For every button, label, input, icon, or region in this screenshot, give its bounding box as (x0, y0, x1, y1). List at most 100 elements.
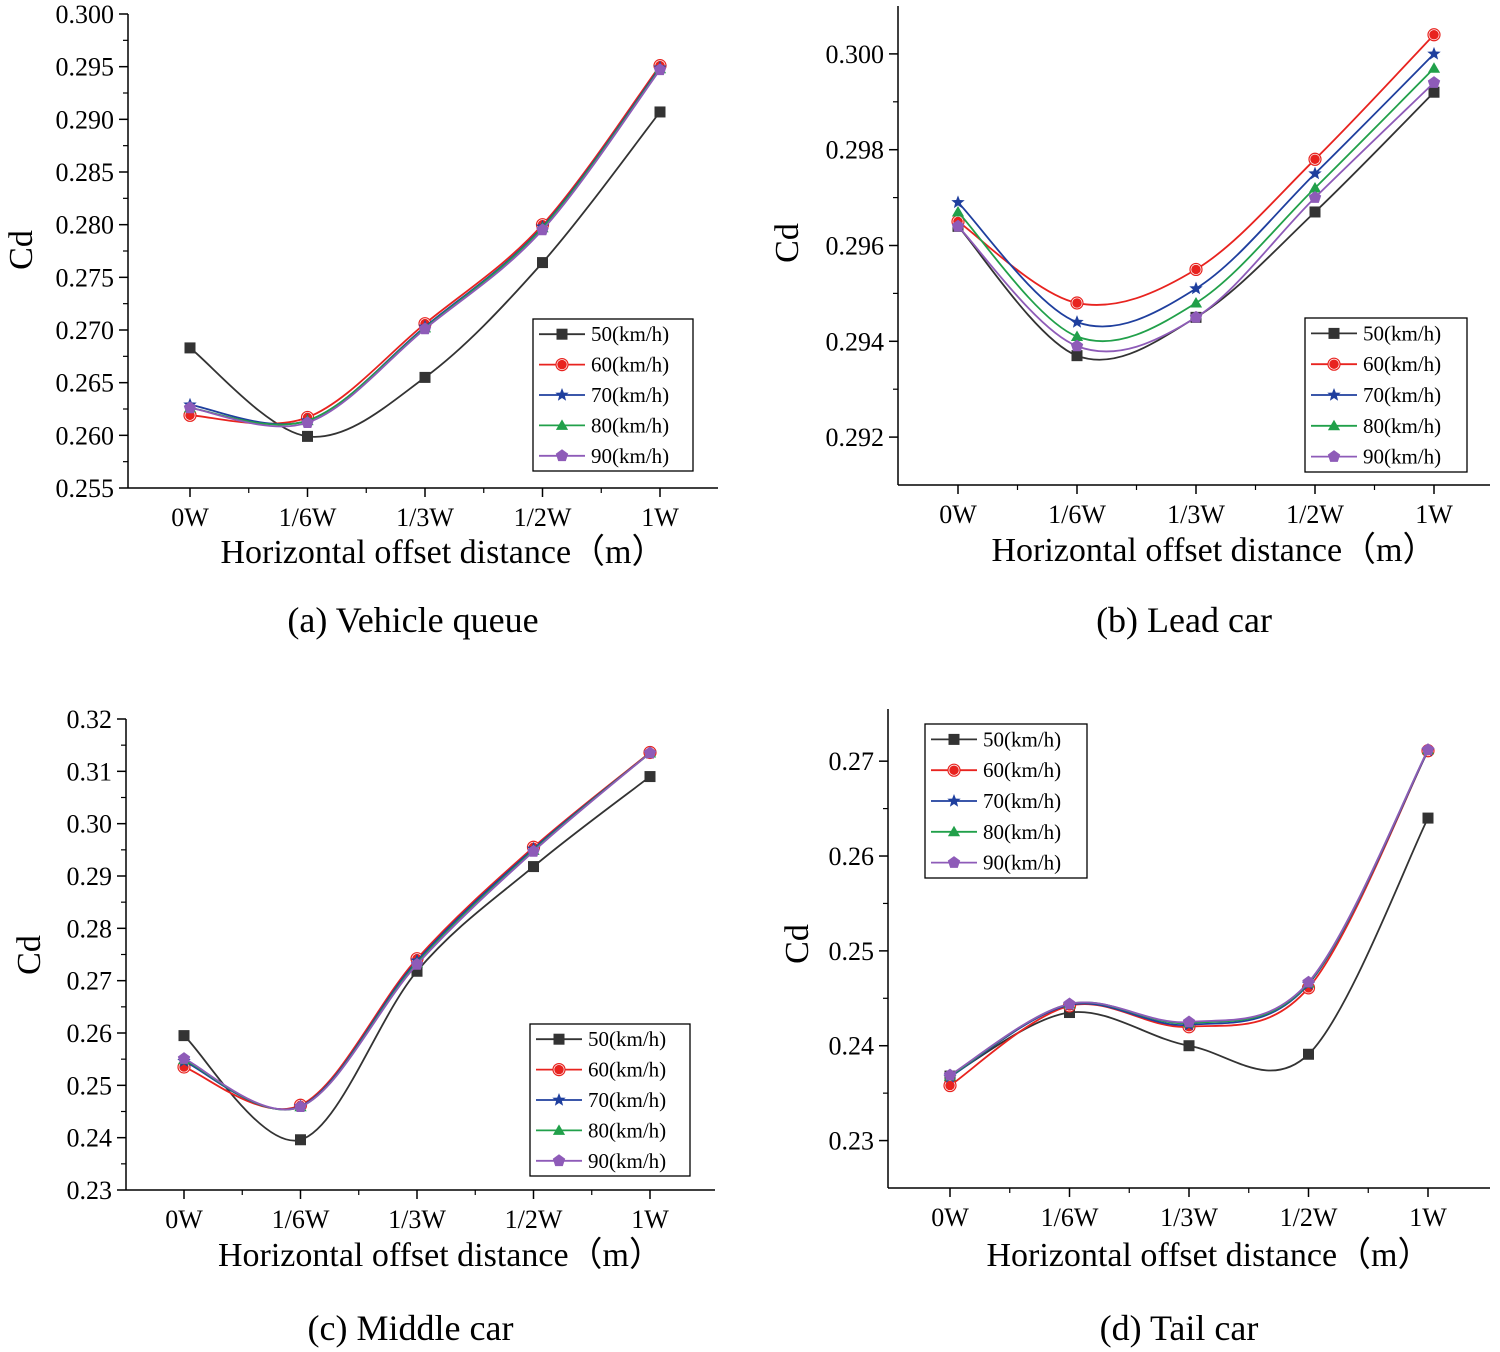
chart-panel-d: 0.23 0.24 0.25 0.26 0.27 0W 1/6W 1/3W 1/2W 1W Hori… (779, 709, 1490, 1348)
legend-marker (552, 1154, 566, 1167)
data-point (410, 957, 424, 970)
data-point (1428, 86, 1440, 98)
series-line (949, 817, 1429, 1077)
y-tick-label: 0.29 (67, 862, 113, 891)
data-point (1308, 166, 1322, 180)
data-point (183, 401, 197, 414)
y-tick-label: 0.296 (826, 232, 885, 261)
legend-label: 50(km/h) (588, 1027, 666, 1051)
data-point (1071, 350, 1083, 362)
x-tick-label: 1/6W (1041, 1203, 1099, 1232)
x-tick-label: 1/6W (1048, 500, 1106, 529)
chart-panel-c: 0.23 0.24 0.25 0.26 0.27 0.28 0.29 0.30 0.31 0.32… (11, 705, 715, 1348)
y-tick-label: 0.270 (56, 316, 115, 345)
legend-marker (553, 1033, 565, 1045)
series-50kmh (178, 771, 656, 1146)
data-point (1303, 1048, 1314, 1060)
legend-label: 80(km/h) (1363, 414, 1441, 438)
x-tick-label: 1W (631, 1205, 669, 1234)
data-point (951, 206, 965, 217)
chart-panel-b: 0.292 0.294 0.296 0.298 0.300 0W 1/6W 1/3W 1/2W 1… (769, 6, 1490, 640)
y-tick-label: 0.23 (829, 1127, 875, 1156)
data-point (1308, 182, 1322, 193)
data-point (1189, 297, 1203, 308)
legend-label: 60(km/h) (1363, 352, 1441, 376)
data-point (1063, 997, 1076, 1010)
legend-marker (947, 825, 961, 837)
y-axis-title: Cd (3, 230, 40, 270)
data-point (654, 106, 666, 118)
x-tick-label: 0W (171, 503, 209, 532)
legend: 50(km/h) 60(km/h) 70(km/h) 80(km/h) 90(km/h) (532, 318, 694, 472)
data-point (178, 1030, 190, 1042)
data-point (302, 430, 313, 442)
data-point (1302, 975, 1315, 988)
legend-label: 80(km/h) (983, 820, 1061, 844)
data-point (1070, 315, 1084, 328)
legend-label: 90(km/h) (588, 1149, 666, 1173)
series-70kmh (951, 46, 1441, 328)
y-tick-label: 0.24 (67, 1124, 113, 1153)
x-tick-label: 1/2W (505, 1205, 563, 1234)
x-axis-title: Horizontal offset distance（m） (218, 1236, 663, 1274)
y-tick-label: 0.26 (829, 842, 875, 871)
x-axis-title: Horizontal offset distance（m） (220, 533, 665, 571)
legend-label: 50(km/h) (591, 322, 669, 346)
y-tick-label: 0.290 (56, 105, 115, 134)
data-point (1427, 46, 1441, 60)
data-point (418, 322, 432, 335)
panel-caption: (c) Middle car (308, 1308, 514, 1348)
legend-marker (948, 733, 960, 745)
data-point (653, 63, 667, 76)
y-tick-label: 0.27 (829, 747, 875, 776)
legend-label: 60(km/h) (591, 353, 669, 377)
series-line (949, 749, 1429, 1076)
series-50kmh (184, 106, 666, 442)
x-tick-label: 1W (641, 503, 679, 532)
y-tick-label: 0.275 (56, 263, 115, 292)
data-point (1308, 191, 1322, 203)
series-90kmh (183, 63, 667, 428)
legend-label: 70(km/h) (983, 789, 1061, 813)
data-point (951, 219, 965, 232)
series-80kmh (951, 62, 1441, 343)
y-axis-title: Cd (779, 924, 816, 964)
data-point (1427, 62, 1441, 73)
series-90kmh (943, 743, 1435, 1081)
legend-marker (552, 1093, 566, 1106)
x-tick-label: 1/6W (272, 1205, 330, 1234)
x-tick-label: 0W (931, 1203, 969, 1232)
data-point (527, 844, 540, 857)
legend: 50(km/h) 60(km/h) 70(km/h) 80(km/h) 90(km/h) (1304, 317, 1468, 473)
x-tick-label: 1/2W (1280, 1203, 1338, 1232)
legend-marker (556, 328, 568, 340)
y-tick-label: 0.300 (826, 40, 885, 69)
data-point (1309, 206, 1321, 218)
data-point (536, 223, 549, 236)
legend-label: 70(km/h) (588, 1088, 666, 1112)
y-tick-label: 0.298 (826, 136, 885, 165)
data-point (644, 771, 656, 783)
x-axis-title: Horizontal offset distance（m） (991, 531, 1436, 569)
y-tick-label: 0.27 (67, 967, 113, 996)
data-point (411, 965, 423, 977)
data-point (1070, 330, 1084, 341)
x-axis-title: Horizontal offset distance（m） (986, 1236, 1431, 1274)
legend-marker (1328, 327, 1340, 339)
y-tick-label: 0.255 (56, 474, 115, 503)
x-tick-label: 1W (1409, 1203, 1447, 1232)
legend-label: 60(km/h) (588, 1058, 666, 1082)
data-point (1427, 76, 1441, 88)
x-tick-label: 0W (939, 500, 977, 529)
data-point (294, 1100, 307, 1112)
legend-label: 90(km/h) (983, 851, 1061, 875)
y-tick-label: 0.30 (67, 810, 113, 839)
legend-label: 50(km/h) (983, 727, 1061, 751)
y-tick-label: 0.295 (56, 53, 115, 82)
legend-label: 70(km/h) (591, 383, 669, 407)
data-point (295, 1134, 306, 1146)
data-point (1182, 1015, 1196, 1028)
series-line (189, 69, 661, 428)
legend-label: 90(km/h) (1363, 445, 1441, 469)
data-point (951, 195, 965, 209)
